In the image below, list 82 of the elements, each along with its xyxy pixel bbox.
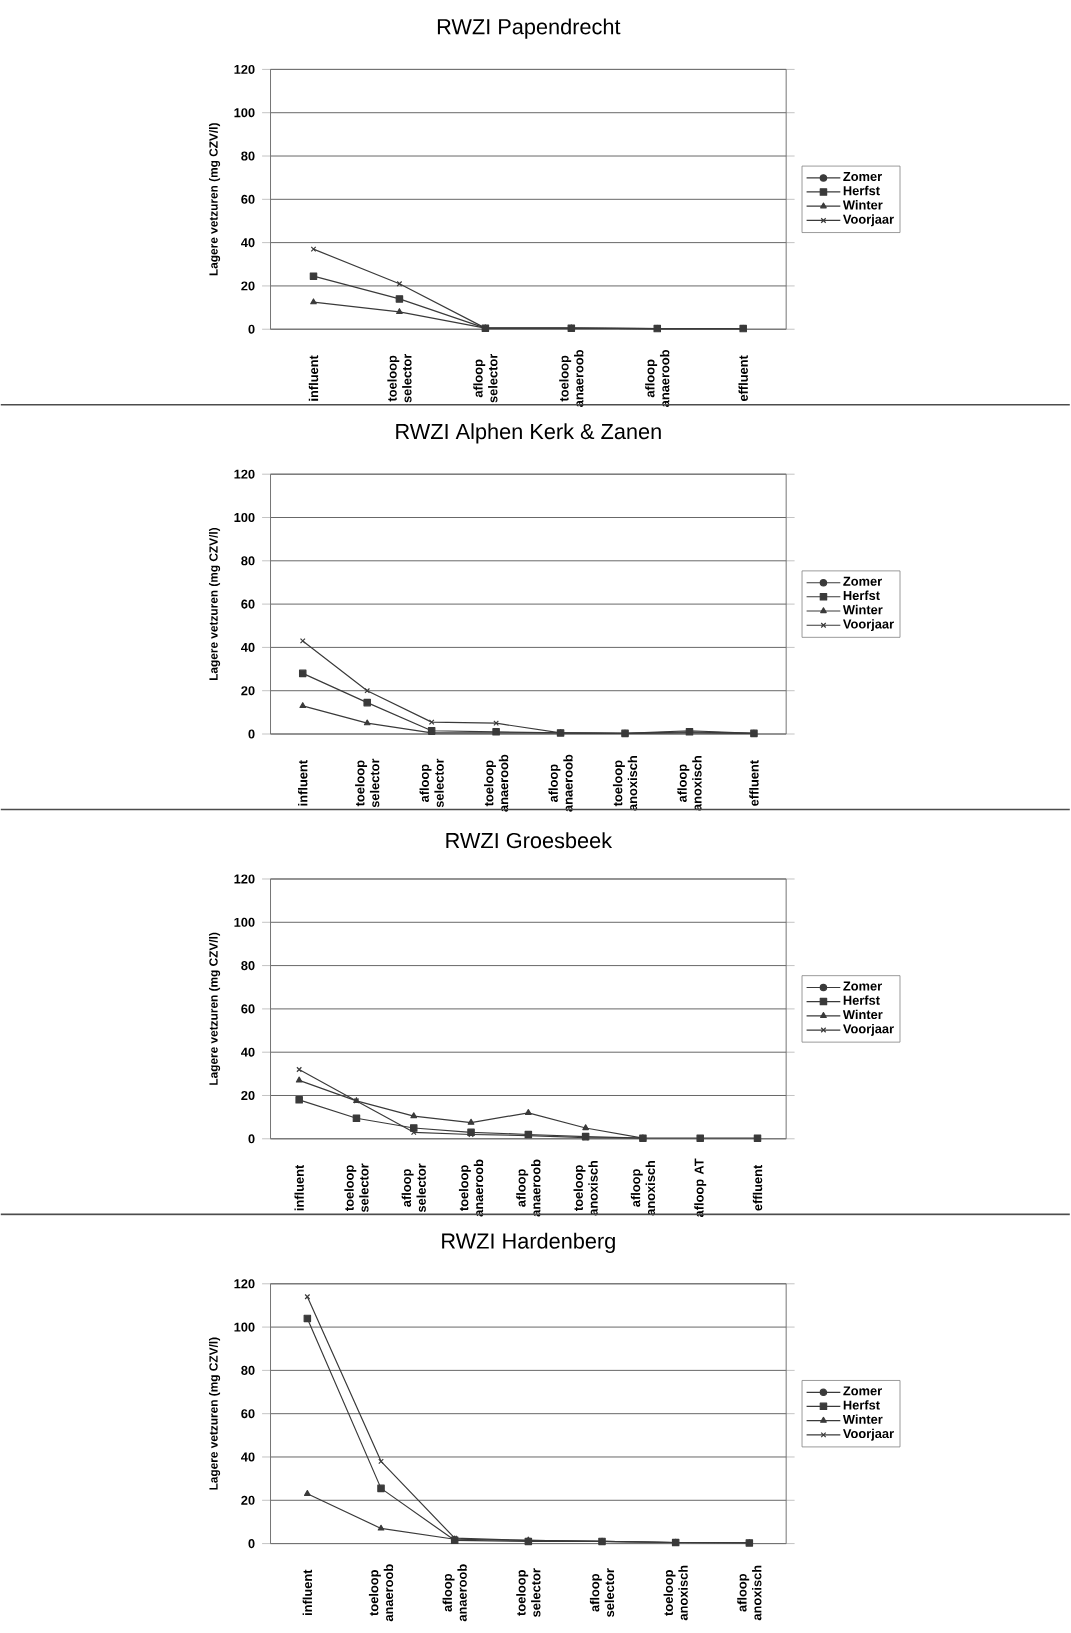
y-tick-label: 40 <box>241 1047 255 1057</box>
x-tick-label: afloop selector <box>473 353 498 403</box>
y-tick-label: 20 <box>241 281 255 291</box>
legend-label: Zomer <box>843 981 883 991</box>
y-tick-label: 120 <box>234 469 255 479</box>
y-tick-label: 20 <box>241 1090 255 1101</box>
x-tick-label: effluent <box>753 1164 763 1211</box>
legend-label: Voorjaar <box>843 619 895 632</box>
legend-label: Herfst <box>843 995 881 1005</box>
x-tick-label: afloop anaeroob <box>516 1159 541 1217</box>
x-tick-label: influent <box>302 1569 313 1615</box>
y-tick-label: 100 <box>234 512 255 523</box>
x-tick-label: toeloop anoxisch <box>663 1565 689 1621</box>
y-tick-label: 120 <box>234 1279 255 1289</box>
chart-title: RWZI Groesbeek <box>446 832 613 849</box>
x-tick-label: afloop selector <box>590 1568 615 1617</box>
x-tick-label: toeloop selector <box>344 1163 369 1213</box>
x-tick-label: afloop anoxisch <box>677 756 702 811</box>
x-tick-label: afloop AT <box>694 1158 707 1218</box>
legend-label: Zomer <box>843 1386 883 1396</box>
x-tick-label: toeloop anaeroob <box>369 1564 394 1622</box>
x-tick-label: toeloop selector <box>355 758 380 808</box>
y-tick-label: 100 <box>234 917 255 927</box>
legend-label: Voorjaar <box>843 1023 895 1036</box>
y-tick-label: 0 <box>248 324 255 334</box>
chart-title: RWZI Alphen Kerk & Zanen <box>396 423 661 444</box>
y-axis-title: Lagere vetzuren (mg CZV/l) <box>209 932 221 1085</box>
chart-title: RWZI Hardenberg <box>442 1232 616 1254</box>
y-tick-label: 60 <box>241 194 255 204</box>
legend-label: Zomer <box>843 172 883 181</box>
x-tick-label: afloop anaeroob <box>548 754 573 812</box>
legend-label: Winter <box>843 200 883 210</box>
y-tick-label: 120 <box>234 64 255 74</box>
y-axis-title: Lagere vetzuren (mg CZV/l) <box>209 1337 221 1490</box>
x-tick-label: afloop anoxisch <box>737 1565 762 1621</box>
x-tick-label: influent <box>309 355 319 401</box>
x-tick-label: afloop selector <box>419 758 444 808</box>
x-tick-label: toeloop anoxisch <box>573 1160 598 1216</box>
legend-label: Winter <box>843 1414 883 1424</box>
legend-label: Winter <box>843 1009 883 1020</box>
legend-label: Herfst <box>843 185 881 196</box>
legend-label: Zomer <box>843 576 883 586</box>
y-tick-label: 40 <box>241 238 255 248</box>
x-tick-label: toeloop selector <box>387 353 412 403</box>
legend-label: Voorjaar <box>843 1428 895 1441</box>
y-axis-title: Lagere vetzuren (mg CZV/l) <box>209 527 221 681</box>
x-tick-label: influent <box>294 1164 305 1211</box>
legend-label: Herfst <box>843 1400 881 1410</box>
x-tick-label: toeloop anaeroob <box>484 754 509 812</box>
x-tick-label: toeloop anoxisch <box>613 756 638 811</box>
x-tick-label: influent <box>298 760 308 806</box>
y-tick-label: 60 <box>241 599 255 609</box>
y-tick-label: 100 <box>234 1322 255 1332</box>
legend-label: Voorjaar <box>843 214 895 227</box>
y-tick-label: 20 <box>241 1495 255 1505</box>
x-tick-label: toeloop anaeroob <box>559 349 584 407</box>
legend-label: Winter <box>843 604 883 615</box>
x-tick-label: toeloop anaeroob <box>459 1159 484 1217</box>
x-tick-label: afloop selector <box>401 1163 427 1213</box>
y-tick-label: 60 <box>241 1004 255 1014</box>
x-tick-label: effluent <box>738 355 749 402</box>
y-tick-label: 100 <box>234 108 255 118</box>
x-tick-label: effluent <box>749 760 759 806</box>
y-axis-title: Lagere vetzuren (mg CZV/l) <box>209 123 221 276</box>
y-tick-label: 80 <box>241 151 255 161</box>
y-tick-label: 40 <box>241 1452 255 1462</box>
y-tick-label: 0 <box>248 729 255 739</box>
x-tick-label: afloop anaeroob <box>645 349 670 407</box>
y-tick-label: 0 <box>248 1539 255 1549</box>
y-tick-label: 120 <box>234 874 255 884</box>
y-tick-label: 40 <box>241 642 255 652</box>
x-tick-label: afloop anaeroob <box>442 1564 468 1622</box>
y-tick-label: 20 <box>241 686 255 696</box>
y-tick-label: 60 <box>241 1409 255 1419</box>
y-tick-label: 0 <box>248 1134 255 1144</box>
y-tick-label: 80 <box>241 961 255 971</box>
y-tick-label: 80 <box>241 1365 255 1375</box>
x-tick-label: toeloop selector <box>516 1568 541 1617</box>
x-tick-label: afloop anoxisch <box>631 1160 656 1216</box>
y-tick-label: 80 <box>241 556 255 566</box>
legend-label: Herfst <box>843 590 881 601</box>
chart-title: RWZI Papendrecht <box>438 18 621 39</box>
